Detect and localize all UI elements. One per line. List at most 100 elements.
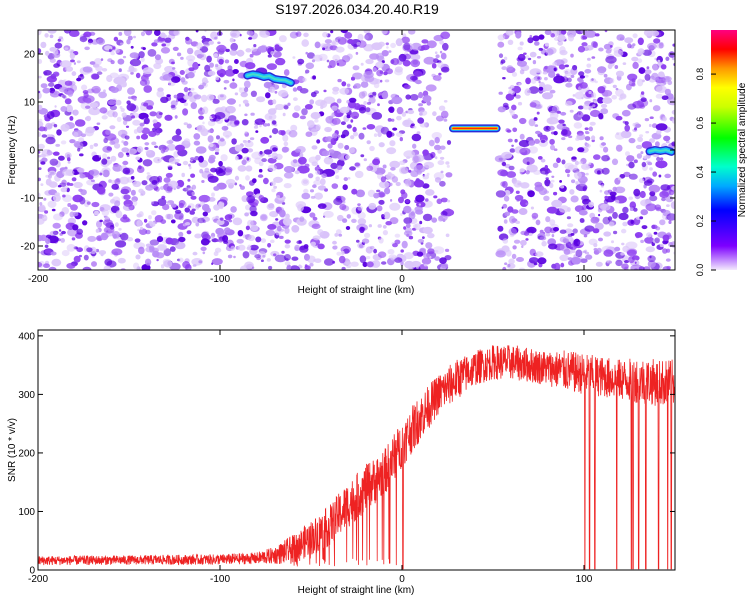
spectrogram-cell <box>384 188 389 192</box>
spectrogram-cell <box>247 148 254 153</box>
spectrogram-cell <box>337 78 342 83</box>
spectrogram-cell <box>384 79 390 83</box>
spectrogram-cell <box>531 212 539 219</box>
spectrogram-cell <box>55 143 61 147</box>
spectrogram-cell <box>214 147 220 153</box>
spectrogram-cell <box>350 261 359 267</box>
spectrogram-cell <box>526 226 537 234</box>
spectrogram-cell <box>672 43 675 47</box>
spectrogram-cell <box>299 216 305 222</box>
spectrogram-cell <box>187 205 192 208</box>
spectrogram-ridge-core <box>648 148 673 153</box>
spectrogram-cell <box>99 107 108 114</box>
spectrogram-cell <box>502 238 509 244</box>
spectrogram-cell <box>108 192 114 197</box>
spectrogram-cell <box>173 94 178 99</box>
spectrogram-cell <box>58 86 68 93</box>
spectrogram-cell <box>62 169 72 176</box>
spectrogram-cell <box>198 84 205 90</box>
spectrogram-cell <box>408 30 416 35</box>
spectrogram-cell <box>583 234 588 238</box>
spectrogram-cell <box>279 35 287 43</box>
spectrogram-cell <box>263 149 273 155</box>
spectrogram-cell <box>49 34 54 39</box>
spectrogram-cell <box>202 204 210 211</box>
spectrogram-cell <box>266 63 277 70</box>
spectrogram-cell <box>337 142 344 149</box>
spectrogram-cell <box>179 70 185 75</box>
spectrogram-cell <box>328 60 336 68</box>
spectrogram-cell <box>670 201 675 209</box>
spectrogram-cell <box>411 133 422 142</box>
spectrogram-cell <box>99 219 103 223</box>
spectrogram-cell <box>622 206 629 214</box>
spectrogram-cell <box>553 75 565 84</box>
spectrogram-cell <box>373 192 380 199</box>
spectrogram-cell <box>623 171 631 178</box>
spectrogram-cell <box>526 161 530 166</box>
spectrogram-cell <box>215 63 219 68</box>
spectrogram-cell <box>101 158 108 165</box>
spectrogram-cell <box>548 71 556 78</box>
spectrogram-cell <box>515 190 520 194</box>
spectrogram-cell <box>400 249 404 253</box>
spectrogram-cell <box>122 160 129 166</box>
spectrogram-cell <box>507 138 513 143</box>
spectrogram-cell <box>597 97 605 104</box>
spectrogram-cell <box>86 247 93 253</box>
spectrogram-cell <box>574 160 579 166</box>
spectrogram-cell <box>230 245 236 251</box>
spectrogram-cell <box>193 140 201 146</box>
spectrogram-cell <box>133 262 140 270</box>
spectrogram-cell <box>56 129 62 136</box>
spectrogram-cell <box>271 188 276 193</box>
spectrogram-cell <box>371 112 383 120</box>
spectrogram-cell <box>605 49 612 54</box>
spectrogram-cell <box>655 77 659 81</box>
y-tick-label: 20 <box>24 50 36 61</box>
spectrogram-cell <box>584 127 589 130</box>
spectrogram-cell <box>62 94 66 99</box>
spectrogram-cell <box>138 188 144 194</box>
spectrogram-cell <box>668 189 675 196</box>
spectrogram-cell <box>38 192 41 198</box>
spectrogram-cell <box>147 49 157 57</box>
spectrogram-cell <box>151 210 157 216</box>
spectrogram-cell <box>157 198 167 207</box>
spectrogram-cell <box>622 221 628 227</box>
spectrogram-cell <box>190 87 195 91</box>
spectrogram-cell <box>114 222 119 227</box>
spectrogram-cell <box>636 153 643 159</box>
spectrogram-cell <box>556 110 561 114</box>
spectrogram-cell <box>272 50 282 58</box>
spectrogram-cell <box>291 225 300 233</box>
spectrogram-cell <box>240 185 245 190</box>
spectrogram-cell <box>238 155 243 160</box>
spectrogram-cell <box>105 129 111 135</box>
spectrogram-cell <box>287 102 291 107</box>
spectrogram-cell <box>422 226 433 234</box>
spectrogram-plot-area <box>38 30 675 270</box>
spectrogram-cell <box>237 244 246 251</box>
spectrogram-cell <box>321 173 327 179</box>
spectrogram-cell <box>283 183 292 189</box>
spectrogram-cell <box>626 163 630 167</box>
spectrogram-cell <box>323 210 334 218</box>
spectrogram-cell <box>100 232 109 241</box>
spectrogram-cell <box>595 261 603 267</box>
spectrogram-cell <box>222 130 233 138</box>
spectrogram-cell <box>541 240 547 247</box>
spectrogram-cell <box>648 123 652 128</box>
spectrogram-cell <box>120 108 125 112</box>
spectrogram-cell <box>209 235 215 240</box>
spectrogram-cell <box>527 57 532 61</box>
spectrogram-cell <box>171 76 181 83</box>
spectrogram-cell <box>629 207 635 211</box>
spectrogram-cell <box>207 70 216 76</box>
spectrogram-cell <box>127 96 132 99</box>
spectrogram-cell <box>327 143 333 149</box>
spectrogram-cell <box>294 148 302 153</box>
spectrogram-cell <box>440 197 448 203</box>
spectrogram-cell <box>421 39 429 44</box>
spectrogram-cell <box>373 82 380 89</box>
